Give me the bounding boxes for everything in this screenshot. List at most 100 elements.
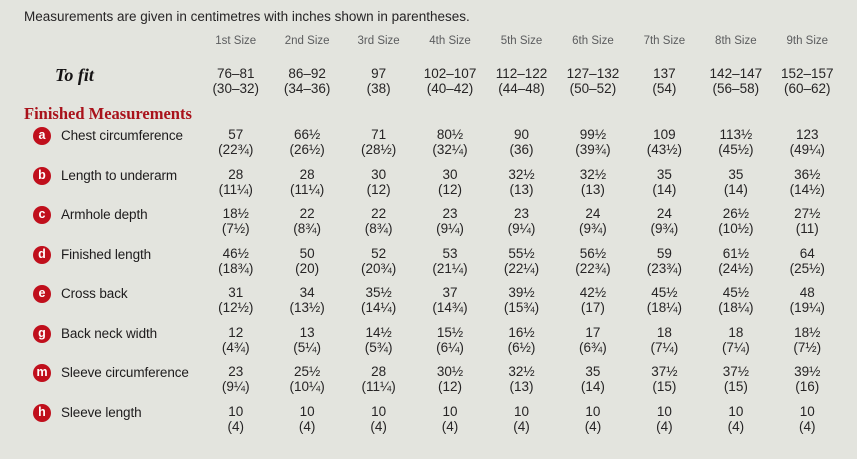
- measurement-cm-value: 30: [442, 166, 458, 182]
- measurement-table: 1st Size 2nd Size 3rd Size 4th Size 5th Size…: [22, 35, 843, 434]
- measurement-cm-value: 17: [585, 324, 601, 340]
- measurement-cell: 24 (9¾): [629, 206, 700, 236]
- measurement-inches-value: (20): [295, 260, 320, 276]
- measurement-inches-value: (22¾): [575, 260, 611, 276]
- measurement-cell: 66½ (26½): [271, 127, 342, 157]
- measurement-inches-value: (14½): [789, 181, 825, 197]
- measurement-inches-value: (11): [795, 221, 819, 236]
- measurement-inches-value: (7½): [793, 339, 822, 355]
- table-row: e Cross back 31 (12½) 34 (13½) 35½ (14¼) 37 (14¾)…: [22, 285, 843, 315]
- size-header: 5th Size: [500, 35, 543, 47]
- measurement-cm-value: 23: [228, 364, 244, 379]
- measurement-cm-value: 36½: [794, 166, 821, 182]
- measurement-cm-value: 35: [728, 166, 744, 182]
- to-fit-inches-value: (38): [366, 81, 391, 96]
- measurement-cell: 18½ (7½): [200, 206, 271, 236]
- to-fit-cm-value: 86–92: [288, 66, 326, 81]
- measurement-cell: 10 (4): [700, 404, 771, 434]
- measurement-inches-value: (12): [366, 181, 391, 197]
- measurements-note: Measurements are given in centimetres wi…: [24, 9, 470, 24]
- to-fit-cm-value: 76–81: [216, 66, 255, 81]
- measurement-cell: 31 (12½): [200, 285, 271, 315]
- measurement-cell: 37½ (15): [700, 364, 771, 394]
- measurement-inches-value: (4): [727, 418, 745, 434]
- measurement-cell: 23 (9¼): [414, 206, 485, 236]
- measurement-inches-value: (14): [652, 181, 677, 197]
- measurement-cm-value: 28: [228, 166, 244, 182]
- measurement-cell: 57 (22¾): [200, 127, 271, 157]
- measurement-cm-value: 80½: [436, 127, 464, 142]
- measurement-cell: 28 (11¼): [200, 167, 271, 197]
- measurement-inches-value: (4): [584, 418, 602, 434]
- measurement-cm-value: 10: [371, 403, 387, 419]
- measurement-inches-value: (7¼): [650, 339, 679, 355]
- row-letter-badge: d: [33, 245, 51, 264]
- measurement-cell: 28 (11¼): [343, 364, 414, 394]
- measurement-cell: 123 (49¼): [772, 127, 843, 157]
- measurement-inches-value: (14¾): [432, 300, 468, 315]
- rows-container: a Chest circumference 57 (22¾) 66½ (26½) 71 (28…: [22, 127, 843, 434]
- measurement-cell: 37½ (15): [629, 364, 700, 394]
- measurement-inches-value: (5¾): [364, 339, 393, 355]
- measurement-cell: 35 (14): [700, 167, 771, 197]
- measurement-cell: 52 (20¾): [343, 246, 414, 276]
- measurement-cm-value: 22: [371, 206, 387, 221]
- measurement-inches-value: (9¾): [650, 221, 679, 236]
- measurement-inches-value: (12): [438, 379, 463, 394]
- measurement-cm-value: 32½: [579, 166, 607, 182]
- measurement-cm-value: 113½: [719, 127, 753, 142]
- measurement-cm-value: 18: [656, 324, 672, 340]
- table-row: h Sleeve length 10 (4) 10 (4) 10 (4) 10 (4) 10 (4) 1…: [22, 403, 843, 434]
- to-fit-cm-value: 142–147: [709, 66, 763, 81]
- measurement-inches-value: (4): [298, 418, 316, 434]
- measurement-cm-value: 34: [299, 285, 315, 300]
- measurement-cm-value: 10: [442, 403, 458, 419]
- measurement-cell: 37 (14¾): [414, 285, 485, 315]
- measurement-cell: 25½ (10¼): [271, 364, 342, 394]
- measurement-cm-value: 55½: [508, 245, 535, 261]
- measurement-cell: 10 (4): [200, 404, 271, 434]
- measurement-cell: 109 (43½): [629, 127, 700, 157]
- table-row: d Finished length 46½ (18¾) 50 (20) 52 (20¾) 53(…: [22, 245, 843, 276]
- row-label: Sleeve length: [61, 404, 142, 420]
- to-fit-cell: 137 (54): [629, 66, 700, 96]
- size-header: 7th Size: [643, 35, 686, 47]
- measurement-cell: 56½ (22¾): [557, 246, 628, 276]
- measurement-cm-value: 64: [799, 245, 815, 261]
- table-row: g Back neck width 12 (4¾) 13 (5¼) 14½ (5¾) 15½ (6…: [22, 324, 843, 355]
- to-fit-label: To fit: [55, 65, 94, 85]
- size-header-row: 1st Size 2nd Size 3rd Size 4th Size 5th Size…: [22, 35, 843, 53]
- to-fit-inches-value: (54): [652, 81, 677, 96]
- measurement-cell: 18 (7¼): [629, 325, 700, 355]
- measurement-cm-value: 35½: [365, 285, 392, 300]
- measurement-cm-value: 109: [653, 127, 676, 142]
- measurement-inches-value: (49¼): [789, 142, 825, 157]
- measurement-cm-value: 35: [585, 364, 601, 379]
- to-fit-cm-value: 112–122: [495, 66, 548, 81]
- measurement-inches-value: (22¾): [218, 142, 254, 157]
- measurement-inches-value: (45½): [718, 142, 754, 157]
- measurement-cell: 12 (4¾): [200, 325, 271, 355]
- measurement-cell: 32½ (13): [486, 364, 557, 394]
- measurement-cell: 30 (12): [343, 167, 414, 197]
- measurement-cm-value: 10: [585, 403, 601, 419]
- measurement-cell: 99½ (39¾): [557, 127, 628, 157]
- measurement-cm-value: 25½: [294, 364, 321, 379]
- measurement-cell: 39½ (15¾): [486, 285, 557, 315]
- to-fit-inches-value: (44–48): [498, 81, 545, 96]
- size-header: 8th Size: [715, 35, 757, 47]
- measurement-cm-value: 99½: [579, 127, 607, 142]
- measurement-inches-value: (14): [723, 181, 748, 197]
- measurement-inches-value: (11¼): [290, 181, 325, 197]
- measurement-cell: 32½ (13): [557, 167, 628, 197]
- measurement-cell: 16½ (6½): [486, 325, 557, 355]
- measurement-cm-value: 50: [299, 245, 315, 261]
- measurement-inches-value: (9¼): [507, 221, 536, 236]
- measurement-cm-value: 16½: [508, 324, 535, 340]
- row-label: Armhole depth: [61, 207, 148, 222]
- measurement-cell: 22 (8¾): [343, 206, 414, 236]
- section-title: Finished Measurements: [24, 104, 192, 123]
- to-fit-cell: 86–92 (34–36): [271, 66, 342, 96]
- measurement-cell: 64 (25½): [772, 246, 843, 276]
- measurement-inches-value: (9¼): [436, 221, 464, 236]
